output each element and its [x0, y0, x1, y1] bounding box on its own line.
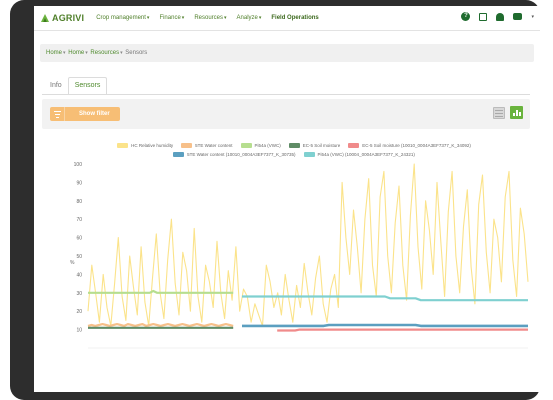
series-line[interactable]: [242, 323, 528, 328]
nav-resources[interactable]: Resources▾: [194, 15, 226, 21]
tab-bar: Info Sensors: [44, 77, 108, 94]
bar-chart-icon[interactable]: [510, 106, 523, 119]
breadcrumb-caret-icon: ▾: [63, 50, 66, 56]
caret-down-icon: ▾: [224, 15, 227, 21]
legend-swatch: [288, 143, 300, 148]
legend-item[interactable]: 5TE Water content: [181, 141, 233, 150]
breadcrumb-home-2[interactable]: Home: [68, 50, 85, 56]
top-navigation: AGRIVI Crop management▾ Finance▾ Resourc…: [34, 6, 540, 31]
caret-down-icon: ▾: [258, 15, 262, 21]
breadcrumb-caret-icon: ▾: [120, 50, 123, 56]
app-logo[interactable]: AGRIVI: [40, 13, 84, 23]
legend-item[interactable]: EC-5 Soil moisture: [288, 141, 341, 150]
user-menu-caret-icon[interactable]: ▾: [531, 13, 534, 20]
legend-row: HC Relative humidity 5TE Water content Pi5…: [74, 141, 514, 150]
legend-label: Pi54a (VWC): [254, 143, 281, 148]
y-tick-label: 70: [76, 217, 82, 223]
nav-icon-group: ? ▾: [452, 12, 534, 21]
y-tick-label: 20: [76, 309, 82, 315]
series-line[interactable]: [87, 323, 234, 327]
nav-label: Field Operations: [271, 15, 319, 21]
app-screen: AGRIVI Crop management▾ Finance▾ Resourc…: [34, 6, 540, 392]
legend-label: Pi54a (VWC) (10004_0004A3EF7377_K_24321): [317, 152, 415, 157]
breadcrumb-home[interactable]: Home: [46, 50, 63, 56]
y-tick-label: 80: [76, 199, 82, 205]
legend-label: 5TE Water content: [195, 143, 233, 148]
nav-crop-management[interactable]: Crop management▾: [96, 15, 149, 21]
y-tick-label: 90: [76, 180, 82, 186]
legend-label: HC Relative humidity: [131, 143, 174, 148]
y-tick-label: 10: [76, 328, 82, 334]
agrivi-logo-icon: [40, 13, 50, 23]
nav-label: Finance: [159, 15, 181, 21]
calendar-icon[interactable]: [479, 12, 488, 21]
nav-analyze[interactable]: Analyze▾: [237, 15, 262, 21]
series-line[interactable]: [87, 163, 529, 327]
breadcrumb-resources[interactable]: Resources: [90, 50, 120, 56]
legend-swatch: [348, 143, 360, 148]
y-tick-label: 30: [76, 291, 82, 297]
legend-swatch: [240, 143, 252, 148]
nav-field-operations[interactable]: Field Operations: [271, 15, 318, 21]
legend-item[interactable]: Pi54a (VWC): [240, 141, 281, 150]
sensor-line-chart[interactable]: % 10 20 30 40 50 60 70 80 90 100: [38, 158, 538, 358]
chat-icon[interactable]: [513, 13, 523, 20]
series-line[interactable]: [277, 328, 528, 332]
nav-label: Crop management: [96, 15, 146, 21]
tab-sensors[interactable]: Sensors: [67, 77, 108, 94]
tab-info[interactable]: Info: [50, 82, 62, 89]
chart-legend: HC Relative humidity 5TE Water content Pi5…: [74, 141, 514, 159]
breadcrumb: Home▾ Home▾ Resources▾ Sensors: [40, 44, 534, 62]
y-tick-label: 100: [74, 162, 83, 168]
legend-row: 5TE Water content (10010_0004A3EF7377_K_…: [74, 150, 514, 159]
tab-divider: [42, 94, 530, 95]
nav-finance[interactable]: Finance▾: [159, 15, 184, 21]
legend-item[interactable]: Pi54a (VWC) (10004_0004A3EF7377_K_24321): [303, 150, 415, 159]
series-line[interactable]: [242, 295, 528, 302]
nav-label: Analyze: [236, 15, 258, 21]
tablet-frame: AGRIVI Crop management▾ Finance▾ Resourc…: [10, 0, 540, 400]
y-tick-label: 50: [76, 254, 82, 260]
caret-down-icon: ▾: [146, 15, 150, 21]
chart-toolbar: Show filter: [42, 99, 530, 129]
help-icon[interactable]: ?: [461, 12, 471, 21]
show-filter-button[interactable]: Show filter: [50, 107, 120, 121]
nav-label: Resources: [194, 15, 223, 21]
show-filter-label: Show filter: [79, 111, 110, 117]
filter-lines-icon: [50, 107, 65, 121]
legend-label: 5TE Water content (10010_0004A3EF7377_K_…: [187, 152, 296, 157]
table-view-icon[interactable]: [493, 107, 505, 119]
breadcrumb-current: Sensors: [125, 50, 148, 56]
legend-swatch: [173, 152, 185, 157]
legend-item[interactable]: HC Relative humidity: [117, 141, 173, 150]
legend-item[interactable]: EC-5 Soil moisture (10010_0004A3EF7377_K…: [348, 141, 471, 150]
legend-swatch: [117, 143, 129, 148]
legend-label: EC-5 Soil moisture (10010_0004A3EF7377_K…: [362, 143, 471, 148]
y-tick-label: 60: [76, 236, 82, 242]
legend-swatch: [181, 143, 193, 148]
bell-icon[interactable]: [496, 12, 505, 21]
logo-text: AGRIVI: [52, 13, 85, 23]
legend-label: EC-5 Soil moisture: [302, 143, 341, 148]
legend-swatch: [303, 152, 315, 157]
y-axis-label: %: [70, 260, 75, 266]
y-tick-label: 40: [76, 272, 82, 278]
series-line[interactable]: [88, 289, 234, 294]
breadcrumb-caret-icon: ▾: [85, 50, 88, 56]
caret-down-icon: ▾: [181, 15, 185, 21]
legend-item[interactable]: 5TE Water content (10010_0004A3EF7377_K_…: [173, 150, 296, 159]
